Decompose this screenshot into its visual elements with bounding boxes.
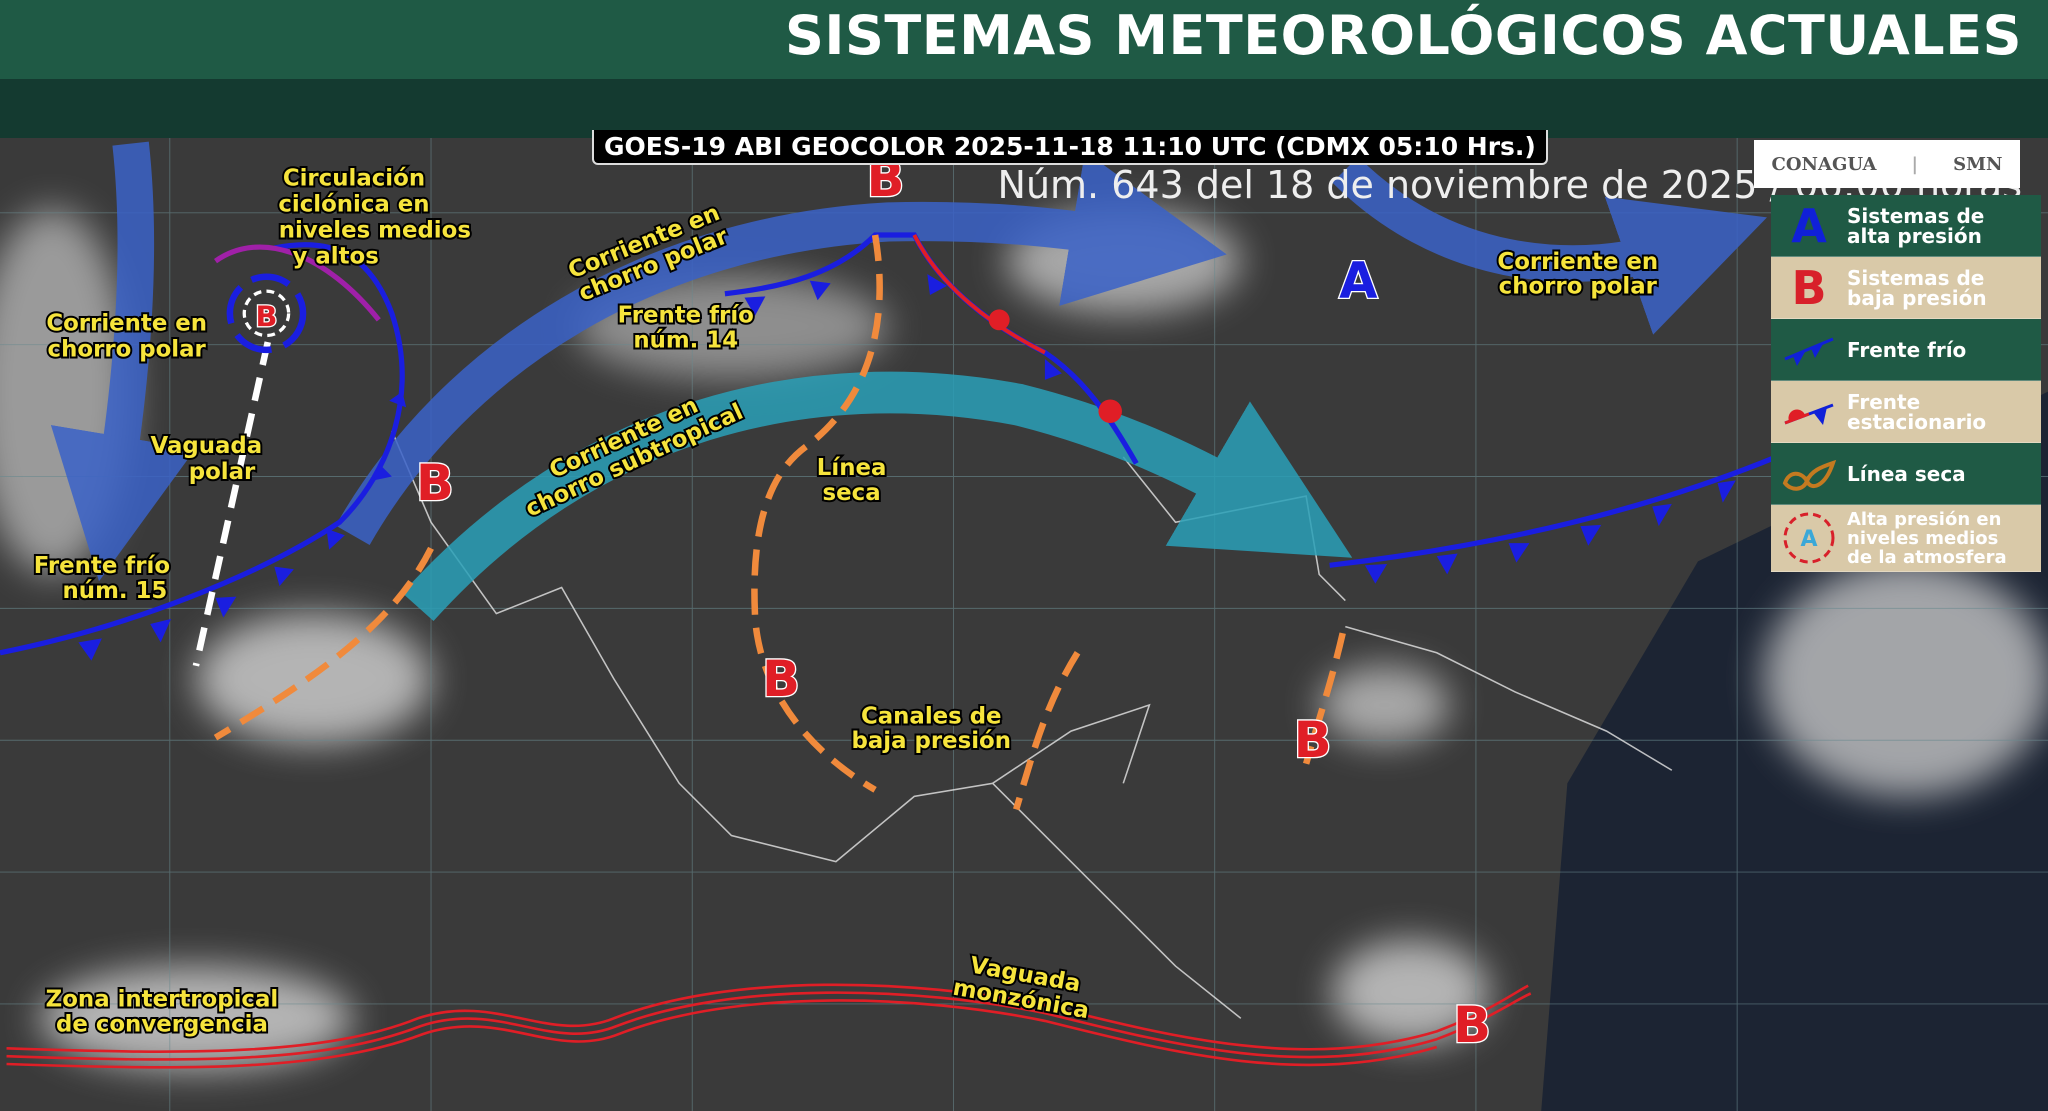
svg-text:núm. 14: núm. 14 [633, 327, 738, 353]
svg-text:A: A [1800, 527, 1817, 552]
legend-label: Alta presión en [1847, 508, 2002, 530]
legend-label: Sistemas de [1847, 203, 1985, 228]
label-frente-frio-15: Frente frío núm. 15 [32, 551, 172, 606]
svg-text:Frente frío: Frente frío [618, 302, 754, 328]
jet-stream-polar-east [1332, 156, 1768, 335]
smn-logo: SMN [1953, 153, 2003, 175]
legend-label: baja presión [1847, 285, 1987, 310]
legend-item-cold-front: Frente frío [1771, 319, 2041, 381]
label-frente-frio-14: Frente frío núm. 14 [616, 301, 756, 356]
low-pressure-center: B [762, 650, 800, 708]
svg-text:Vaguada: Vaguada [151, 433, 263, 459]
cold-front-icon [1771, 333, 1847, 367]
svg-text:niveles medios: niveles medios [279, 218, 471, 244]
svg-text:núm. 15: núm. 15 [63, 578, 168, 604]
trough-mid-levels [213, 244, 381, 322]
jet-stream-polar-central [335, 151, 1227, 545]
svg-text:Corriente en: Corriente en [46, 310, 207, 336]
legend-label: alta presión [1847, 223, 1982, 248]
svg-text:Zona intertropical: Zona intertropical [46, 987, 279, 1013]
cold-front-14 [724, 232, 1139, 465]
logo-divider: | [1911, 153, 1919, 175]
svg-text:y altos: y altos [293, 244, 379, 270]
legend-label: Sistemas de [1847, 265, 1985, 290]
svg-text:seca: seca [823, 480, 881, 506]
legend-label: niveles medios [1847, 527, 1999, 549]
label-chorro-polar-east: Corriente en chorro polar [1495, 247, 1660, 302]
satellite-caption: GOES-19 ABI GEOCOLOR 2025-11-18 11:10 UT… [592, 130, 1548, 165]
label-chorro-polar-west: Corriente en chorro polar [44, 308, 209, 364]
label-canales: Canales de baja presión [850, 701, 1013, 756]
low-pressure-channels [213, 546, 1346, 811]
jet-stream-subtropical [402, 371, 1353, 622]
legend-item-dry-line: Línea seca [1771, 443, 2041, 505]
label-linea-seca: Línea seca [815, 453, 888, 508]
header-bar: SISTEMAS METEOROLÓGICOS ACTUALES [0, 0, 2048, 79]
legend-item-mid-level-high: A Alta presión en niveles medios de la atm… [1771, 505, 2041, 572]
legend-label: de la atmosfera [1847, 546, 2007, 568]
svg-text:de convergencia: de convergencia [56, 1011, 268, 1037]
jet-stream-polar-west [50, 141, 196, 582]
cold-front-east [1329, 454, 1778, 584]
cyclonic-circulation [226, 273, 307, 354]
page-title: SISTEMAS METEOROLÓGICOS ACTUALES [784, 4, 2022, 67]
itcz-and-monsoon-trough [6, 983, 1532, 1069]
stationary-front-icon [1771, 395, 1847, 429]
legend-label: Línea seca [1847, 461, 1966, 486]
low-pressure-center: B [416, 454, 454, 512]
low-pressure-center: B [1294, 711, 1332, 769]
logos: CONAGUA | SMN [1754, 140, 2020, 188]
cold-front-15 [0, 242, 407, 661]
label-circulacion: Circulación ciclónica en niveles medios … [276, 163, 473, 271]
low-pressure-icon: B [1791, 260, 1827, 315]
svg-text:Circulación: Circulación [283, 165, 425, 191]
legend-label: Frente frío [1847, 337, 1967, 362]
low-pressure-center: B [1453, 996, 1491, 1054]
legend-item-high: A Sistemas de alta presión [1771, 195, 2041, 257]
polar-trough [192, 341, 271, 667]
svg-text:Corriente en: Corriente en [1497, 249, 1658, 275]
svg-text:chorro polar: chorro polar [1499, 274, 1658, 300]
conagua-logo: CONAGUA [1771, 153, 1877, 175]
dry-line-icon [1771, 457, 1847, 491]
low-pressure-center: B [256, 299, 278, 333]
label-zic: Zona intertropical de convergencia [44, 985, 280, 1040]
legend-item-low: B Sistemas de baja presión [1771, 257, 2041, 319]
high-pressure-icon: A [1791, 198, 1827, 253]
svg-text:ciclónica en: ciclónica en [278, 191, 429, 217]
legend: A Sistemas de alta presión B Sistemas de b… [1771, 195, 2041, 572]
svg-text:chorro polar: chorro polar [48, 336, 207, 362]
high-pressure-center: A [1339, 252, 1378, 310]
svg-text:baja presión: baja presión [852, 728, 1012, 754]
svg-text:polar: polar [189, 459, 256, 485]
svg-text:Canales de: Canales de [861, 703, 1002, 729]
coastlines [391, 430, 1673, 1019]
dry-line [751, 234, 883, 793]
svg-text:Línea: Línea [817, 455, 887, 481]
legend-label: estacionario [1847, 409, 1987, 434]
mid-level-high-icon: A [1771, 510, 1847, 566]
legend-item-stationary-front: Frente estacionario [1771, 381, 2041, 443]
legend-label: Frente [1847, 389, 1921, 414]
svg-text:Frente frío: Frente frío [34, 553, 170, 579]
label-vaguada-polar: Vaguada polar [149, 431, 265, 487]
